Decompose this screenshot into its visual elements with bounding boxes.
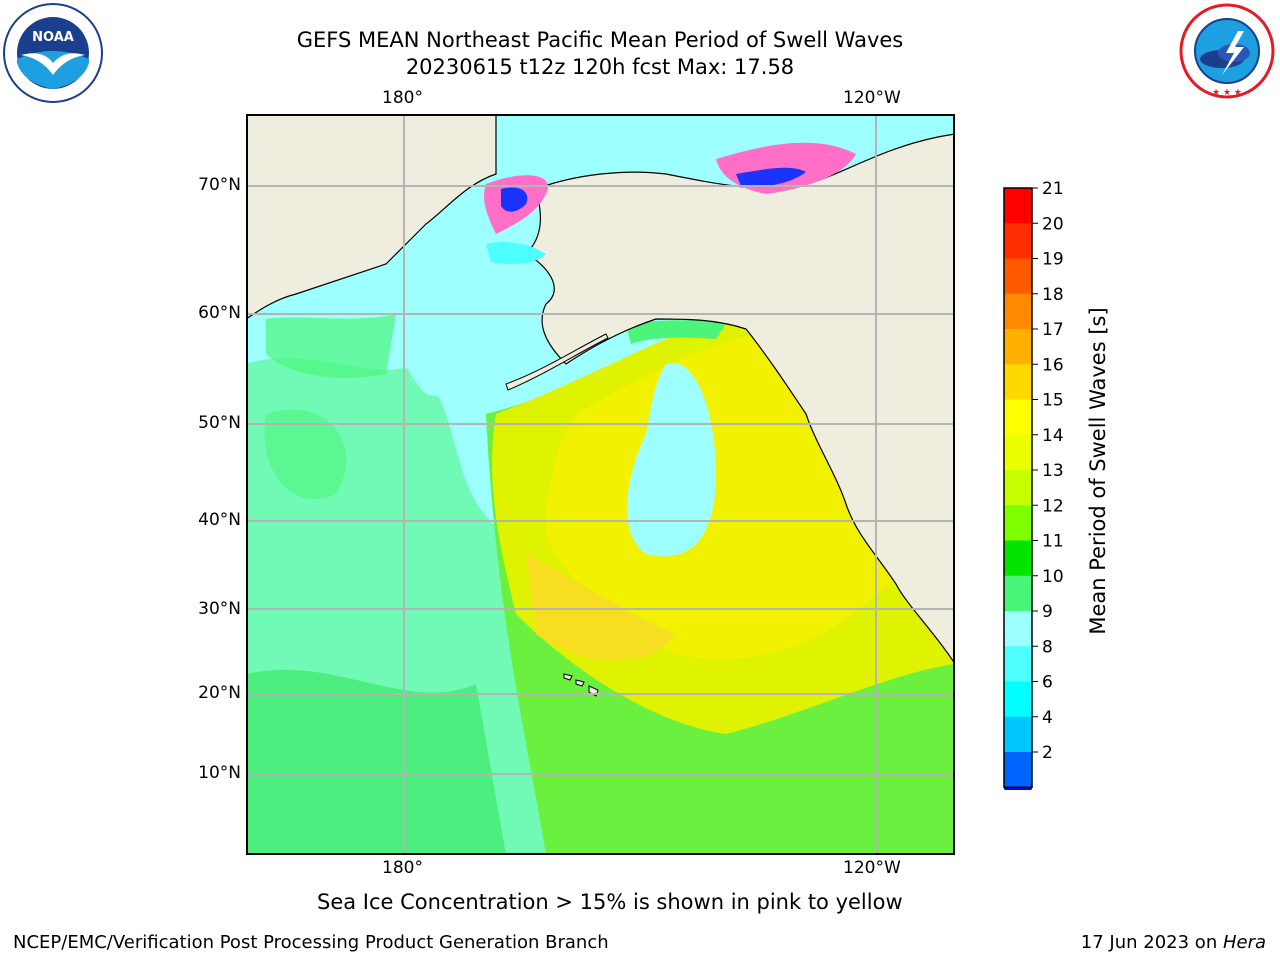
- colorbar-tick-label: 14: [1042, 426, 1064, 446]
- colorbar-segment: [1004, 505, 1032, 541]
- lat-label-10n: 10°N: [198, 763, 241, 783]
- colorbar-tick-label: 21: [1042, 180, 1064, 199]
- colorbar-tick-label: 10: [1042, 567, 1064, 587]
- colorbar-tick-label: 11: [1042, 532, 1064, 552]
- colorbar: 21 20 19 18 17 16 15 14 13 12 11 10 9 8 6 4 2: [996, 179, 1116, 817]
- lon-label-top-120w: 120°W: [843, 88, 901, 108]
- colorbar-segment: [1004, 681, 1032, 718]
- colorbar-segment: [1004, 223, 1032, 259]
- lat-label-40n: 40°N: [198, 510, 241, 530]
- colorbar-segment: [1004, 470, 1032, 506]
- lat-label-30n: 30°N: [198, 599, 241, 619]
- map-title: GEFS MEAN Northeast Pacific Mean Period …: [296, 28, 904, 52]
- map-subtitle: 20230615 t12z 120h fcst Max: 17.58: [405, 55, 795, 79]
- lat-label-20n: 20°N: [198, 683, 241, 703]
- colorbar-segment: [1004, 434, 1032, 471]
- lat-label-50n: 50°N: [198, 413, 241, 433]
- lon-label-bottom-180: 180°: [382, 858, 423, 878]
- footer-machine: Hera: [1222, 932, 1266, 953]
- colorbar-tick-label: 4: [1042, 708, 1053, 728]
- colorbar-segment: [1004, 575, 1032, 612]
- colorbar-segment: [1004, 258, 1032, 295]
- colorbar-segment: [1004, 293, 1032, 330]
- colorbar-tick-label: 9: [1042, 602, 1053, 622]
- colorbar-tick-label: 18: [1042, 285, 1064, 305]
- land-siberia: [245, 113, 497, 321]
- hawaii-islands: [563, 673, 599, 697]
- footer-credit: NCEP/EMC/Verification Post Processing Pr…: [13, 932, 609, 953]
- map-gridlines: [246, 114, 955, 855]
- map-panel: [245, 113, 956, 855]
- footer-date-line: 17 Jun 2023 on Hera: [1081, 932, 1266, 953]
- colorbar-segment: [1004, 716, 1032, 753]
- colorbar-tick-label: 13: [1042, 461, 1064, 481]
- colorbar-tick-label: 2: [1042, 743, 1053, 763]
- nws-logo: ★ ★ ★: [1178, 3, 1276, 99]
- colorbar-segment: [1004, 364, 1032, 400]
- map-frame: [246, 114, 955, 855]
- lat-label-60n: 60°N: [198, 303, 241, 323]
- colorbar-tick-label: 12: [1042, 496, 1064, 516]
- footer-date: 17 Jun 2023 on: [1080, 932, 1223, 953]
- lon-label-top-180: 180°: [382, 88, 423, 108]
- noaa-logo: NOAA: [3, 3, 103, 103]
- colorbar-segment: [1004, 399, 1032, 436]
- lon-label-bottom-120w: 120°W: [843, 858, 901, 878]
- colorbar-segment: [1004, 540, 1032, 577]
- sea-ice-caption: Sea Ice Concentration > 15% is shown in …: [317, 890, 903, 914]
- colorbar-segment: [1004, 188, 1032, 224]
- colorbar-tick-label: 8: [1042, 637, 1053, 657]
- colorbar-tick-label: 17: [1042, 320, 1064, 340]
- svg-text:★ ★ ★: ★ ★ ★: [1212, 88, 1242, 98]
- colorbar-segment: [1004, 752, 1032, 788]
- colorbar-segment: [1004, 329, 1032, 365]
- colorbar-tick-label: 16: [1042, 355, 1064, 375]
- colorbar-tick-label: 20: [1042, 214, 1064, 234]
- svg-text:NOAA: NOAA: [32, 30, 74, 45]
- colorbar-segment: [1004, 646, 1032, 682]
- colorbar-tick-label: 15: [1042, 391, 1064, 411]
- colorbar-segment: [1004, 611, 1032, 647]
- colorbar-tick-label: 6: [1042, 673, 1053, 693]
- colorbar-tick-label: 19: [1042, 250, 1064, 270]
- lat-label-70n: 70°N: [198, 175, 241, 195]
- colorbar-label: Mean Period of Swell Waves [s]: [1086, 307, 1110, 635]
- colorbar-frame: [1003, 187, 1033, 788]
